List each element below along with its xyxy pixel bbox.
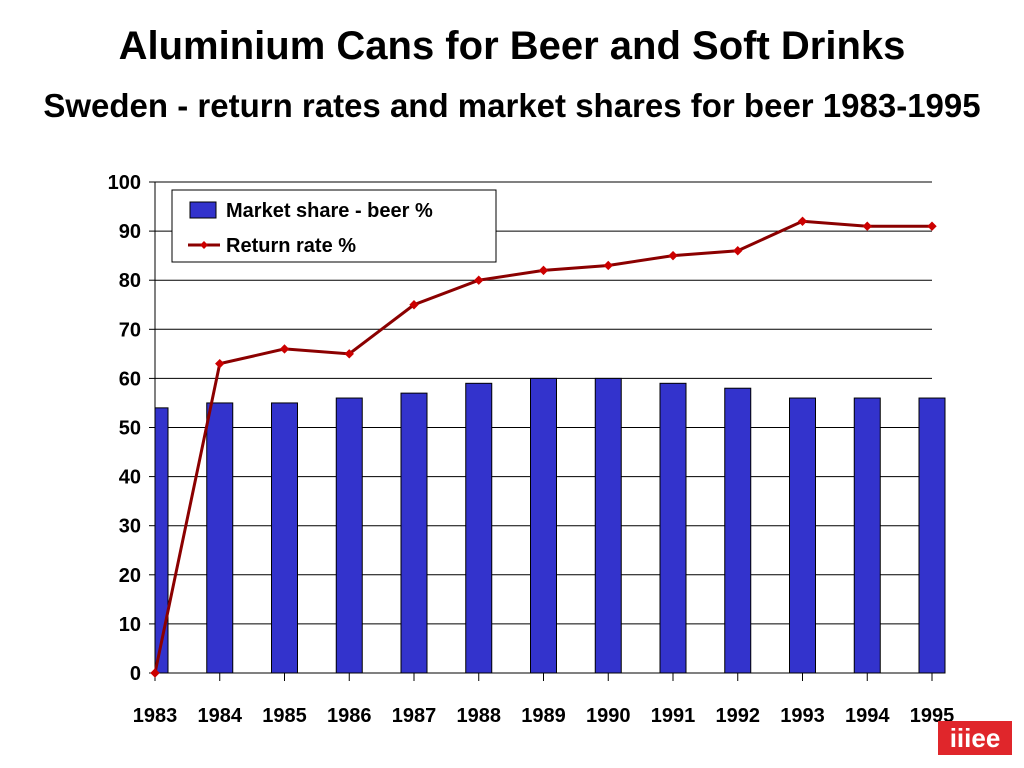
y-tick-label: 60	[119, 368, 141, 390]
chart-title: Aluminium Cans for Beer and Soft Drinks	[118, 24, 906, 68]
bar-series	[154, 377, 946, 674]
x-tick-label: 1989	[521, 705, 566, 727]
bar	[659, 382, 687, 674]
legend: Market share - beer % Return rate %	[171, 189, 497, 263]
y-tick-label: 20	[119, 565, 141, 587]
line-marker	[279, 344, 290, 354]
y-tick-label: 0	[130, 663, 141, 685]
line-marker	[668, 250, 678, 261]
x-tick-label: 1983	[133, 705, 178, 727]
x-tick-labels: 1983 1984 1985 1986 1987 1988 1989 1990 1991 1992…	[133, 705, 955, 727]
line-marker	[215, 358, 225, 369]
line-marker	[862, 221, 872, 231]
bar	[918, 397, 946, 674]
y-tick-label: 100	[108, 172, 141, 194]
line-marker	[344, 349, 354, 359]
y-tick-label: 40	[119, 467, 141, 489]
legend-label-market-share: Market share - beer %	[226, 200, 433, 222]
bar	[206, 402, 234, 674]
x-tick-label: 1988	[457, 705, 502, 727]
x-tick-label: 1986	[327, 705, 372, 727]
x-tick-label: 1991	[651, 705, 696, 727]
line-marker	[538, 265, 549, 276]
line-marker	[733, 246, 743, 256]
line-series	[150, 216, 937, 678]
line-marker	[927, 221, 937, 231]
line-marker	[474, 275, 484, 285]
y-tick-label: 50	[119, 418, 141, 440]
line-marker	[797, 216, 808, 226]
chart-subtitle: Sweden - return rates and market shares …	[43, 87, 981, 124]
x-tick-label: 1984	[198, 705, 243, 727]
iiiee-logo: iiiee	[938, 721, 1012, 755]
bar	[530, 377, 557, 674]
bar	[465, 382, 493, 674]
bar	[271, 402, 298, 674]
bar	[335, 397, 363, 674]
x-tick-label: 1990	[586, 705, 631, 727]
line-marker	[603, 260, 613, 271]
x-tick-label: 1994	[845, 705, 890, 727]
legend-swatch-bar	[189, 201, 217, 219]
bar	[724, 387, 752, 674]
bar	[154, 407, 169, 674]
bar	[400, 392, 428, 674]
y-tick-label: 90	[119, 221, 141, 243]
legend-box	[171, 189, 497, 263]
legend-swatch-marker	[200, 241, 208, 249]
bar	[594, 377, 622, 674]
y-tick-label: 80	[119, 270, 141, 292]
axes	[149, 181, 933, 681]
bar	[789, 397, 816, 674]
x-tick-label: 1992	[716, 705, 761, 727]
line-marker	[150, 668, 160, 678]
y-tick-label: 10	[119, 614, 141, 636]
x-tick-label: 1985	[262, 705, 307, 727]
y-tick-labels: 0 10 20 30 40 50 60 70 80 90 100	[108, 172, 141, 685]
bar	[853, 397, 881, 674]
legend-label-return-rate: Return rate %	[226, 235, 356, 257]
x-tick-label: 1987	[392, 705, 437, 727]
x-tick-label: 1993	[780, 705, 825, 727]
line-marker	[409, 300, 419, 310]
y-tick-label: 70	[119, 319, 141, 341]
y-tick-label: 30	[119, 516, 141, 538]
